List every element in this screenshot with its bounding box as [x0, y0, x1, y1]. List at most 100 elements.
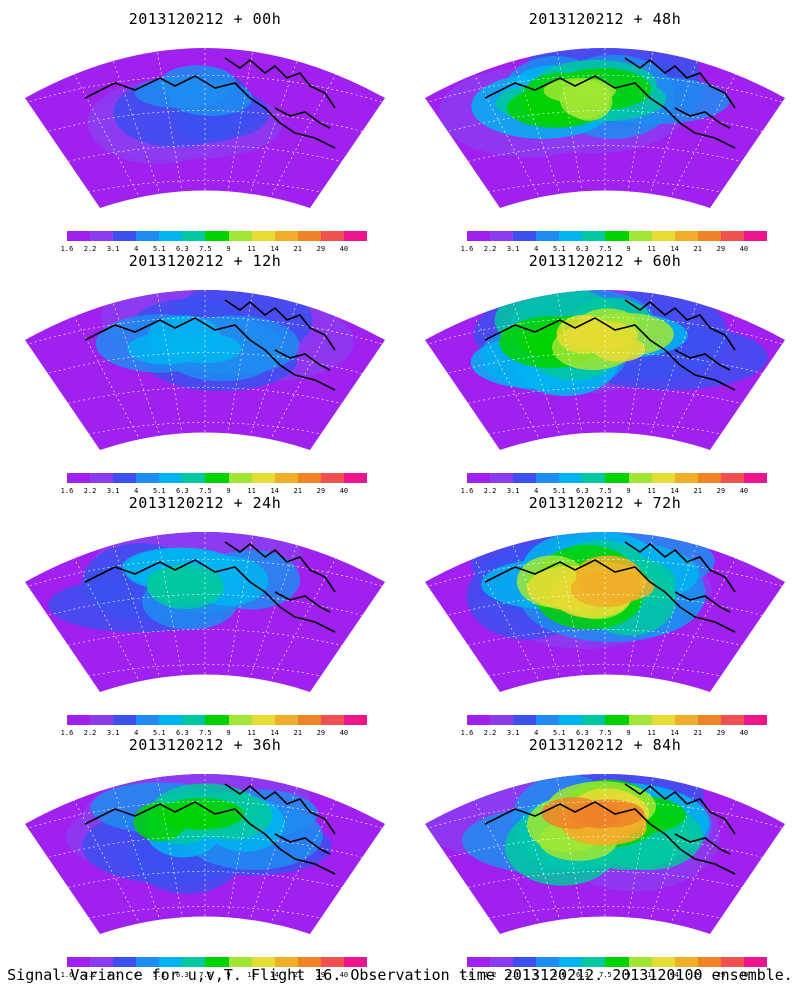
colorbar-tick-label: 7.5: [199, 971, 212, 979]
colorbar-tick-label: 21: [693, 729, 702, 737]
colorbar-swatch: [513, 231, 537, 241]
colorbar: [67, 231, 368, 241]
colorbar-swatch: [205, 473, 229, 483]
colorbar-swatch: [182, 715, 206, 725]
colorbar-swatch: [720, 473, 744, 483]
colorbar-swatch: [467, 715, 491, 725]
colorbar-tick-label: 21: [293, 971, 302, 979]
colorbar-labels: 1.6 2.2 3.1 4 5.1 6.3 7.5 9 11 14 21 29 40: [61, 245, 367, 255]
colorbar-swatch: [136, 473, 160, 483]
colorbar-tick-label: 2.2: [83, 487, 97, 495]
colorbar-tick-label: 9: [226, 971, 231, 979]
colorbar-tick-label: 4: [134, 487, 139, 495]
colorbar-tick-label: 3.1: [106, 971, 120, 979]
colorbar-tick-label: 3.1: [106, 245, 120, 253]
colorbar-swatch: [205, 715, 229, 725]
colorbar-tick-label: 4: [534, 729, 539, 737]
colorbar-tick-label: 3.1: [506, 971, 520, 979]
forecast-panel: 2013120212 + 60h 1.6 2.2 3.1 4 5.1 6.3 7.5 9 11 14…: [415, 250, 795, 495]
colorbar-swatch: [297, 473, 321, 483]
forecast-panel: 2013120212 + 48h 1.6 2.2 3.1 4 5.1 6.3 7.5 9 11 14…: [415, 8, 795, 253]
colorbar-tick-label: 11: [247, 487, 256, 495]
variance-map: [25, 48, 385, 208]
colorbar-tick-label: 21: [693, 487, 702, 495]
colorbar-swatch: [251, 473, 275, 483]
variance-map: [425, 290, 785, 450]
colorbar-tick-label: 1.6: [460, 245, 474, 253]
colorbar-tick-label: 2.2: [83, 245, 97, 253]
colorbar-labels: 1.6 2.2 3.1 4 5.1 6.3 7.5 9 11 14 21 29 40: [461, 487, 767, 497]
forecast-panel: 2013120212 + 36h 1.6 2.2 3.1 4 5.1 6.3 7.5 9 11 14…: [15, 734, 395, 979]
colorbar: [467, 473, 768, 483]
colorbar: [467, 231, 768, 241]
colorbar-swatch: [228, 231, 252, 241]
colorbar-tick-label: 5.1: [152, 487, 166, 495]
colorbar-swatch: [67, 715, 91, 725]
colorbar-tick-label: 29: [716, 487, 726, 495]
colorbar-swatch: [159, 473, 183, 483]
variance-map: [25, 532, 385, 692]
colorbar-tick-label: 9: [626, 245, 631, 253]
colorbar-tick-label: 1.6: [60, 971, 74, 979]
colorbar-tick-label: 11: [647, 729, 656, 737]
colorbar-tick-label: 3.1: [506, 245, 520, 253]
forecast-panel: 2013120212 + 12h 1.6 2.2 3.1 4 5.1 6.3 7.5 9 11 14…: [15, 250, 395, 495]
colorbar-tick-label: 2.2: [483, 245, 497, 253]
colorbar-swatch: [113, 715, 137, 725]
colorbar-swatch: [743, 473, 768, 483]
colorbar-swatch: [343, 715, 368, 725]
colorbar-tick-label: 2.2: [83, 971, 97, 979]
colorbar-tick-label: 5.1: [552, 971, 566, 979]
colorbar-tick-label: 4: [134, 245, 139, 253]
colorbar-labels: 1.6 2.2 3.1 4 5.1 6.3 7.5 9 11 14 21 29 40: [461, 729, 767, 739]
colorbar-swatch: [113, 473, 137, 483]
variance-map: [425, 774, 785, 934]
colorbar-swatch: [343, 473, 368, 483]
colorbar-swatch: [228, 957, 252, 967]
colorbar-swatch: [274, 231, 298, 241]
colorbar-swatch: [159, 231, 183, 241]
colorbar-swatch: [536, 473, 560, 483]
colorbar-labels: 1.6 2.2 3.1 4 5.1 6.3 7.5 9 11 14 21 29 40: [61, 971, 367, 981]
colorbar-swatch: [467, 473, 491, 483]
colorbar: [67, 473, 368, 483]
variance-map: [425, 48, 785, 208]
colorbar-swatch: [228, 715, 252, 725]
colorbar-swatch: [343, 231, 368, 241]
colorbar-tick-label: 40: [739, 729, 749, 737]
panel-title: 2013120212 + 36h: [128, 736, 282, 754]
colorbar-swatch: [251, 231, 275, 241]
colorbar-swatch: [628, 715, 652, 725]
colorbar-tick-label: 3.1: [506, 729, 520, 737]
colorbar-tick-label: 6.3: [176, 245, 189, 253]
colorbar-swatch: [559, 231, 583, 241]
colorbar-swatch: [536, 231, 560, 241]
colorbar-swatch: [67, 957, 91, 967]
colorbar-tick-label: 5.1: [552, 729, 566, 737]
colorbar-tick-label: 11: [647, 487, 656, 495]
colorbar-labels: 1.6 2.2 3.1 4 5.1 6.3 7.5 9 11 14 21 29 40: [61, 729, 367, 739]
colorbar-swatch: [90, 715, 114, 725]
colorbar-swatch: [274, 957, 298, 967]
colorbar-swatch: [205, 957, 229, 967]
colorbar-tick-label: 21: [693, 245, 702, 253]
colorbar-tick-label: 6.3: [576, 487, 589, 495]
colorbar-tick-label: 14: [270, 245, 279, 253]
colorbar-tick-label: 4: [534, 487, 539, 495]
colorbar-tick-label: 29: [316, 729, 326, 737]
colorbar-swatch: [582, 715, 606, 725]
colorbar-labels: 1.6 2.2 3.1 4 5.1 6.3 7.5 9 11 14 21 29 40: [461, 245, 767, 255]
colorbar-swatch: [651, 715, 675, 725]
colorbar-swatch: [297, 957, 321, 967]
forecast-panel: 2013120212 + 84h 1.6 2.2 3.1 4 5.1 6.3 7.5 9 11 14…: [415, 734, 795, 979]
colorbar-tick-label: 9: [226, 487, 231, 495]
colorbar-labels: 1.6 2.2 3.1 4 5.1 6.3 7.5 9 11 14 21 29 40: [61, 487, 367, 497]
colorbar-tick-label: 7.5: [599, 729, 612, 737]
colorbar-swatch: [651, 957, 675, 967]
colorbar-tick-label: 11: [647, 245, 656, 253]
colorbar-tick-label: 1.6: [460, 971, 474, 979]
colorbar-swatch: [251, 957, 275, 967]
colorbar-tick-label: 6.3: [576, 245, 589, 253]
colorbar-tick-label: 14: [670, 487, 679, 495]
colorbar-tick-label: 14: [670, 971, 679, 979]
